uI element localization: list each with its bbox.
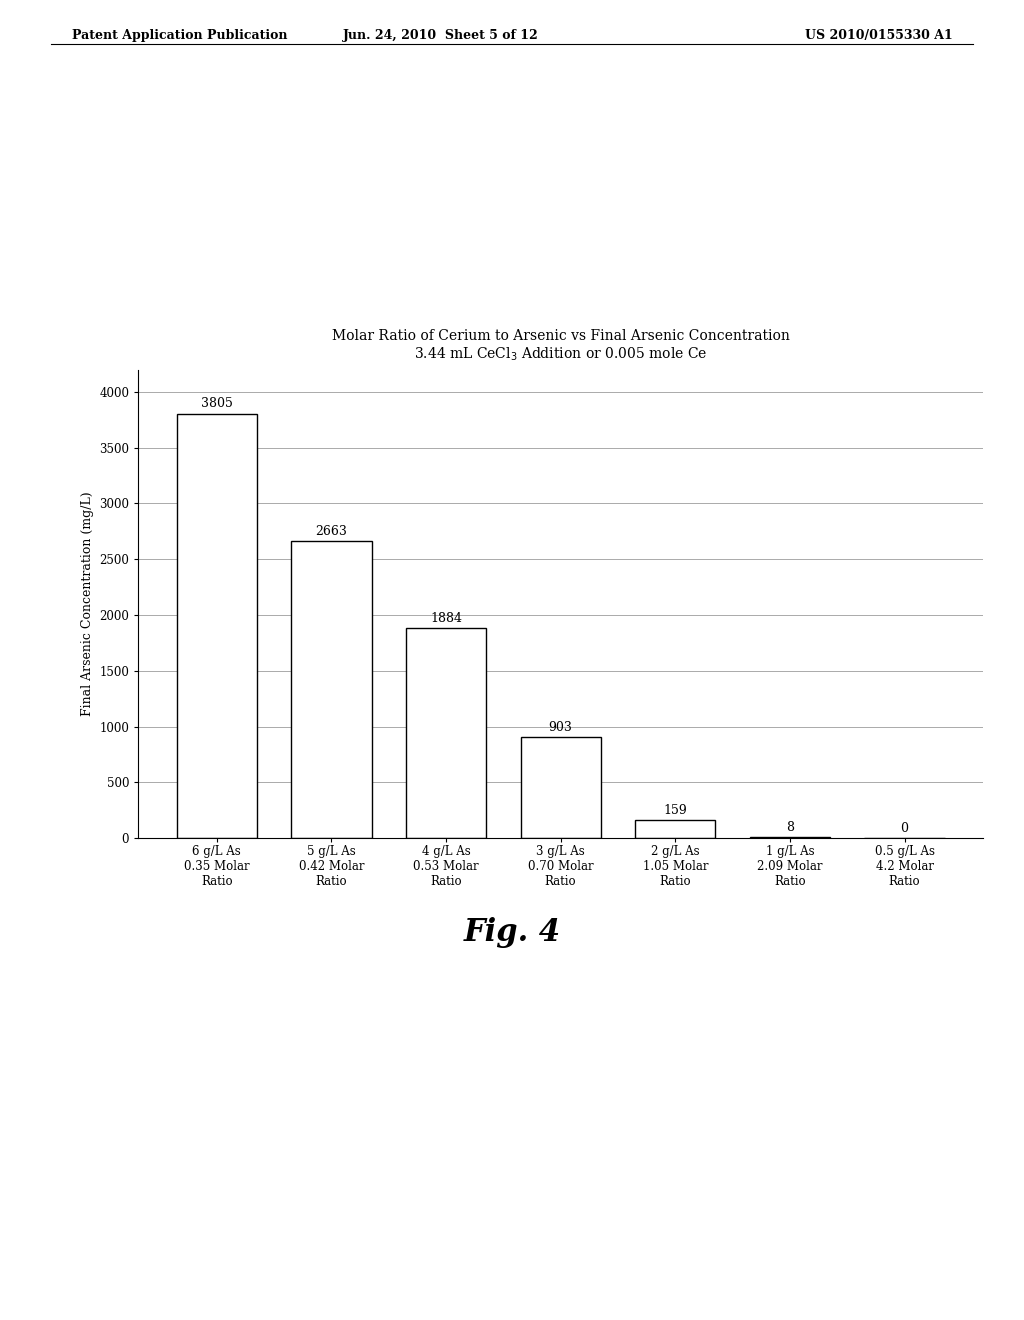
Text: 8: 8 <box>785 821 794 834</box>
Bar <box>406 628 486 838</box>
Text: 3805: 3805 <box>201 397 232 411</box>
Bar <box>520 738 601 838</box>
Title: Molar Ratio of Cerium to Arsenic vs Final Arsenic Concentration
3.44 mL CeCl$_3$: Molar Ratio of Cerium to Arsenic vs Fina… <box>332 329 790 363</box>
Text: 903: 903 <box>549 721 572 734</box>
Text: US 2010/0155330 A1: US 2010/0155330 A1 <box>805 29 952 42</box>
Bar <box>177 413 257 838</box>
Text: 1884: 1884 <box>430 611 462 624</box>
Text: 159: 159 <box>664 804 687 817</box>
Text: Fig. 4: Fig. 4 <box>464 917 560 948</box>
Bar <box>635 821 716 838</box>
Text: 2663: 2663 <box>315 525 347 537</box>
Bar <box>291 541 372 838</box>
Y-axis label: Final Arsenic Concentration (mg/L): Final Arsenic Concentration (mg/L) <box>81 491 93 717</box>
Text: Jun. 24, 2010  Sheet 5 of 12: Jun. 24, 2010 Sheet 5 of 12 <box>342 29 539 42</box>
Text: Patent Application Publication: Patent Application Publication <box>72 29 287 42</box>
Text: 0: 0 <box>900 822 908 834</box>
